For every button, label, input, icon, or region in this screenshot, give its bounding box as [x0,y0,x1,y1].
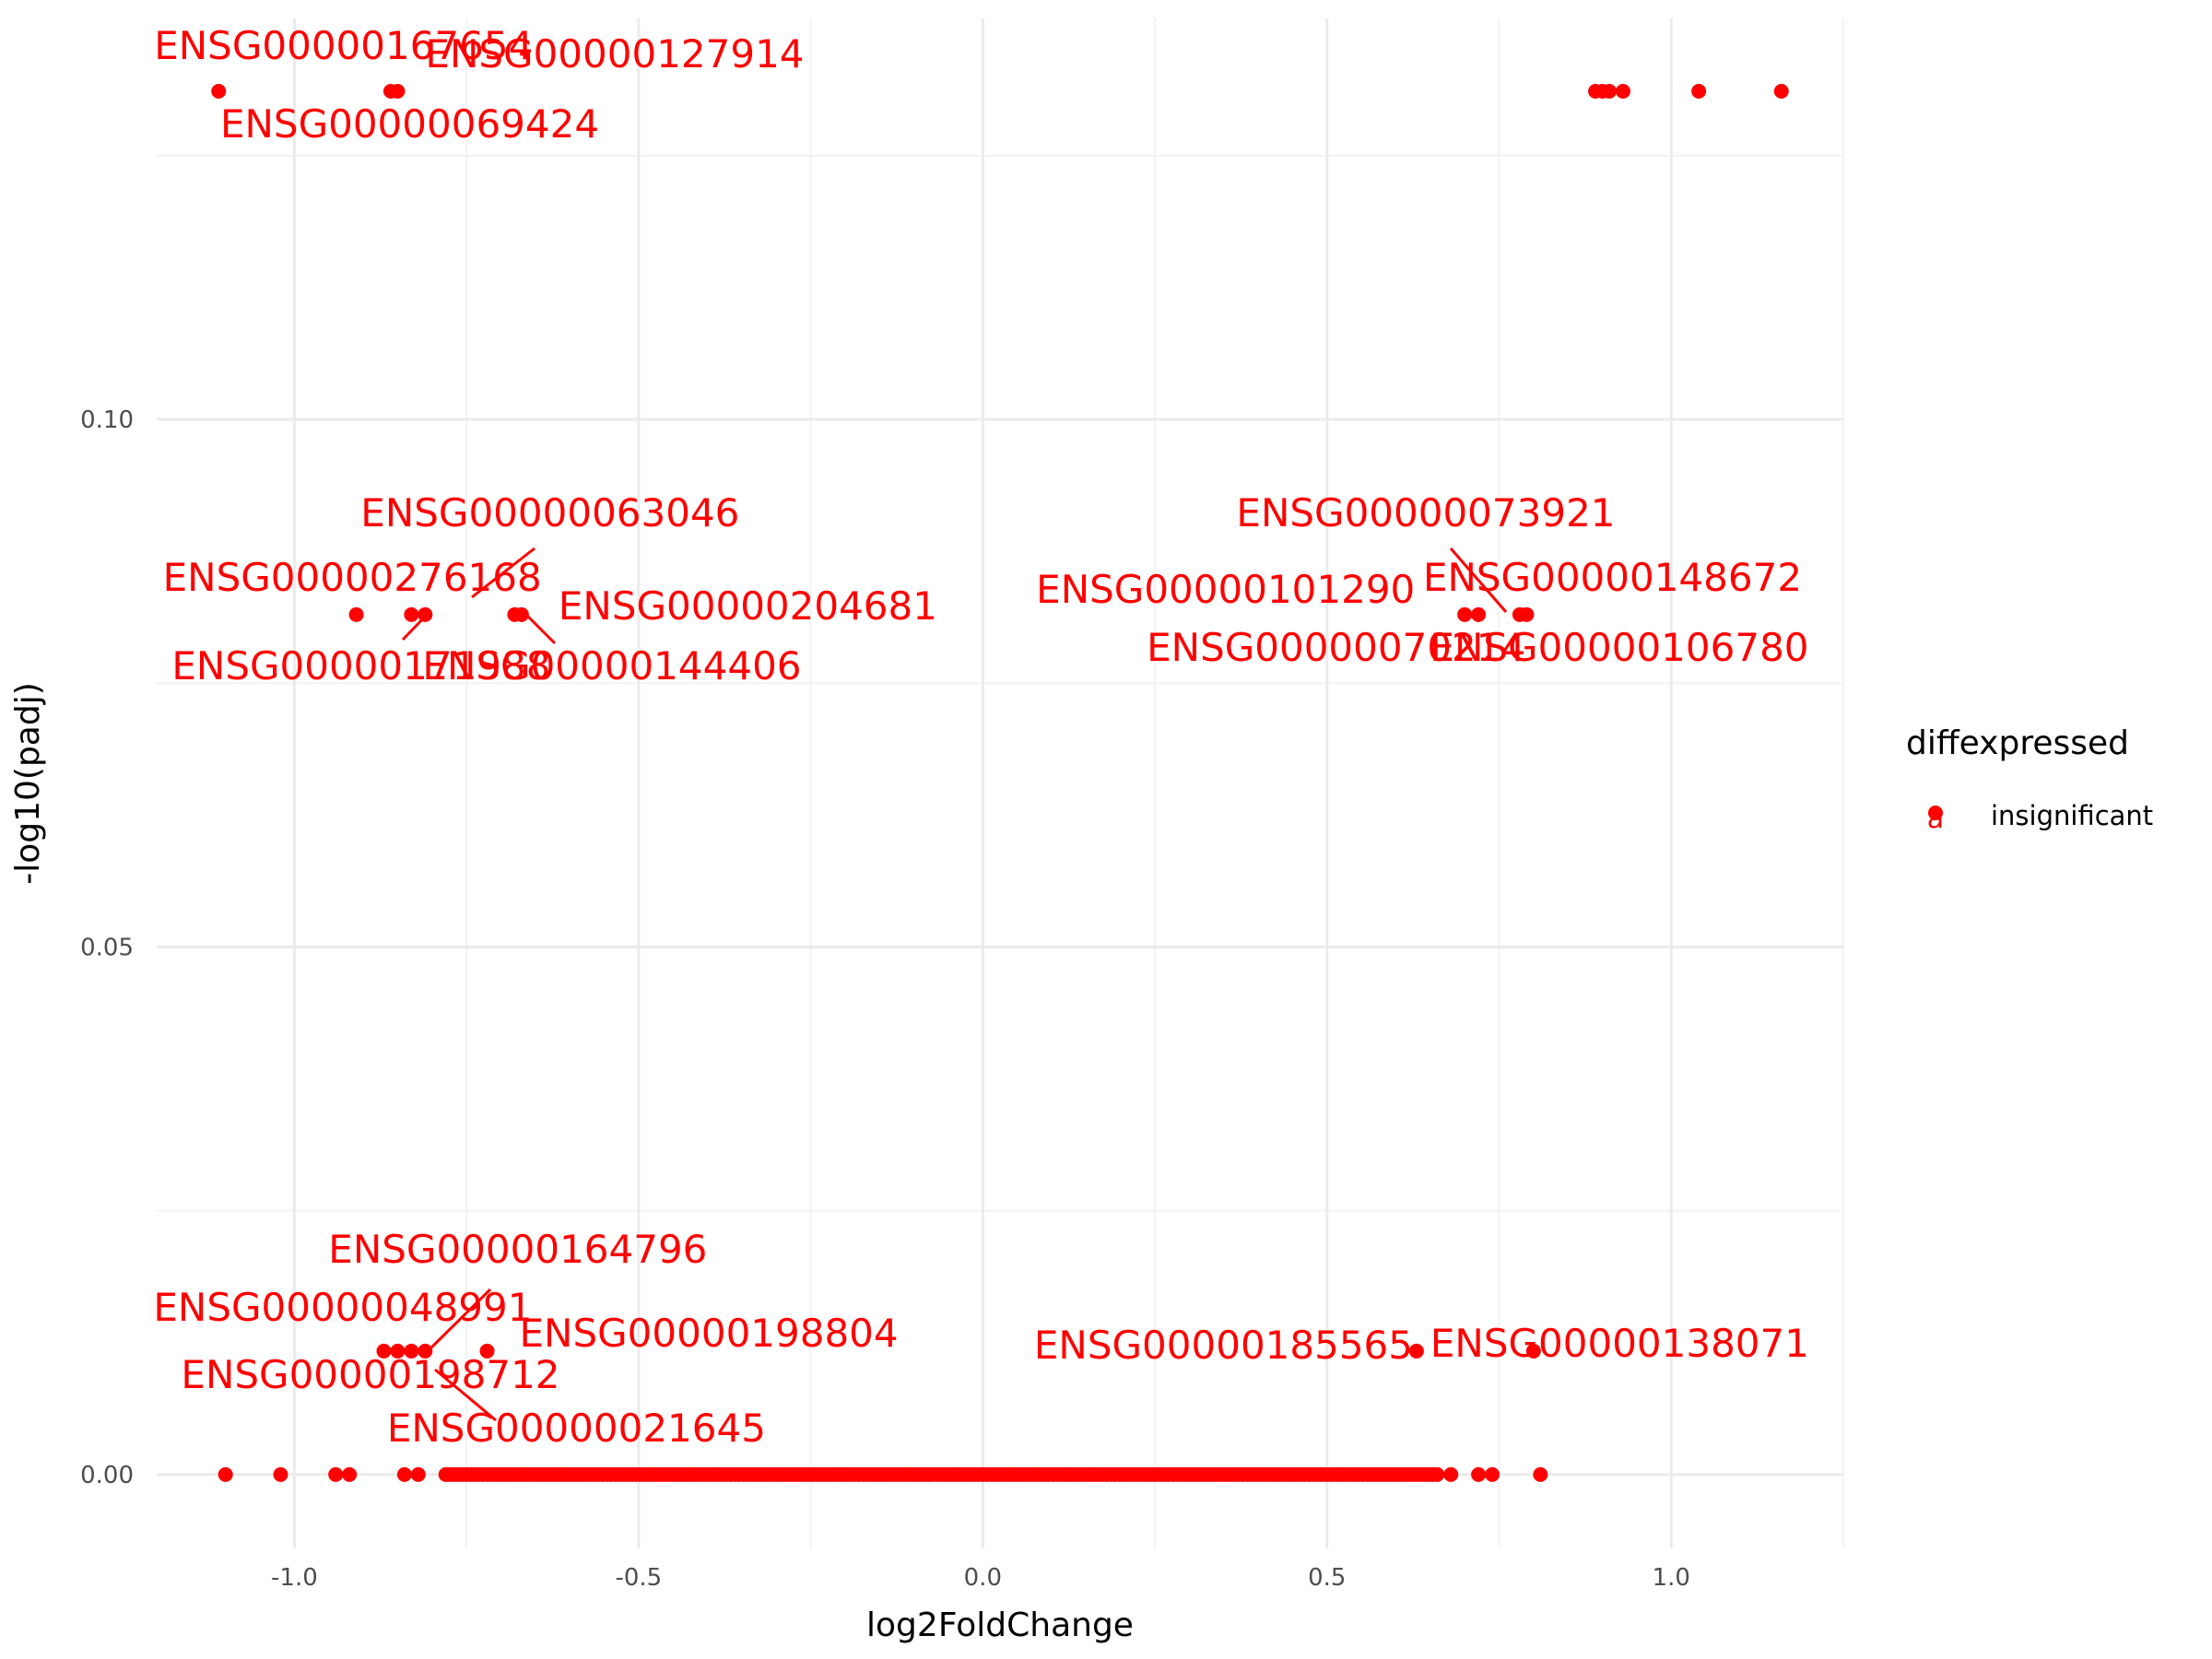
legend: diffexpressed a insignificant [1906,724,2153,835]
dense-band-points [438,1466,1445,1482]
label-leader-line [426,1288,492,1353]
data-point [1408,1343,1424,1359]
gene-label: ENSG00000069424 [220,101,599,147]
gene-label: ENSG00000106780 [1430,625,1808,670]
gene-label: ENSG00000167654 [154,23,533,68]
label-leader-line [471,547,535,599]
data-point [1471,606,1487,622]
data-point [410,1466,426,1482]
gene-label: ENSG00000127914 [425,31,804,76]
data-point [1691,83,1707,99]
data-point [1525,1343,1541,1359]
data-point [1615,83,1630,99]
x-tick-label: 0.5 [1308,1564,1346,1592]
gene-label: ENSG00000198712 [181,1352,559,1397]
gene-label: ENSG00000276168 [163,555,542,600]
data-point [1457,606,1473,622]
label-leader-lines [401,547,1508,1422]
data-point [1485,1466,1500,1482]
y-tick-label: 0.00 [80,1462,134,1489]
y-axis-ticks: 0.00 0.05 0.10 [80,406,134,1489]
data-point [513,606,529,622]
gene-label: ENSG00000073921 [1236,490,1615,535]
x-tick-label: 0.0 [964,1564,1002,1592]
grid-minor [157,18,1844,1548]
legend-title: diffexpressed [1906,724,2129,762]
gene-label: ENSG00000021645 [387,1406,766,1451]
y-tick-label: 0.05 [80,934,134,961]
data-point [404,1343,419,1359]
gene-label: ENSG00000063046 [360,490,739,535]
gene-label: ENSG00000138071 [1430,1321,1809,1366]
data-point [1519,606,1535,622]
data-point [479,1343,495,1359]
data-point [1773,83,1789,99]
data-point [404,606,419,622]
gene-label: ENSG00000144406 [422,643,801,688]
legend-key-label-glyph: a [1927,803,1944,835]
gene-label: ENSG00000204681 [559,583,937,629]
data-point [218,1466,233,1482]
y-axis-title: -log10(padj) [9,682,47,885]
x-tick-label: -1.0 [271,1564,318,1592]
data-point [348,606,364,622]
gene-label: ENSG00000070214 [1147,625,1525,670]
data-point [376,1343,392,1359]
legend-entry-label: insignificant [1991,800,2153,831]
label-leader-line [434,1368,497,1422]
data-points [211,83,1789,1482]
label-leader-line [401,610,431,641]
gene-label: ENSG00000148672 [1423,555,1802,600]
gene-label: ENSG00000171988 [171,643,550,688]
label-leader-line [524,612,557,645]
x-tick-label: -0.5 [615,1564,662,1592]
data-point [418,1343,433,1359]
legend-key-point [1928,806,1943,820]
data-point [390,83,406,99]
data-point [328,1466,344,1482]
gene-label: ENSG00000101290 [1036,567,1415,612]
x-axis-ticks: -1.0 -0.5 0.0 0.5 1.0 [271,1564,1690,1592]
gene-label: ENSG00000164796 [328,1227,707,1272]
data-point [211,83,227,99]
data-point [273,1466,288,1482]
data-point [390,1343,406,1359]
data-point [1533,1466,1548,1482]
x-axis-title: log2FoldChange [866,1606,1134,1644]
gene-label: ENSG00000185565 [1034,1323,1413,1368]
data-point [396,1466,412,1482]
y-tick-label: 0.10 [80,406,134,434]
gene-label: ENSG00000048991 [153,1285,532,1330]
data-point [1471,1466,1487,1482]
label-leader-line [1449,547,1508,613]
gene-label: ENSG00000198804 [520,1311,899,1356]
data-point [1602,83,1618,99]
x-tick-label: 1.0 [1653,1564,1690,1592]
data-point [1430,1466,1445,1482]
data-point [1443,1466,1459,1482]
data-point [342,1466,358,1482]
